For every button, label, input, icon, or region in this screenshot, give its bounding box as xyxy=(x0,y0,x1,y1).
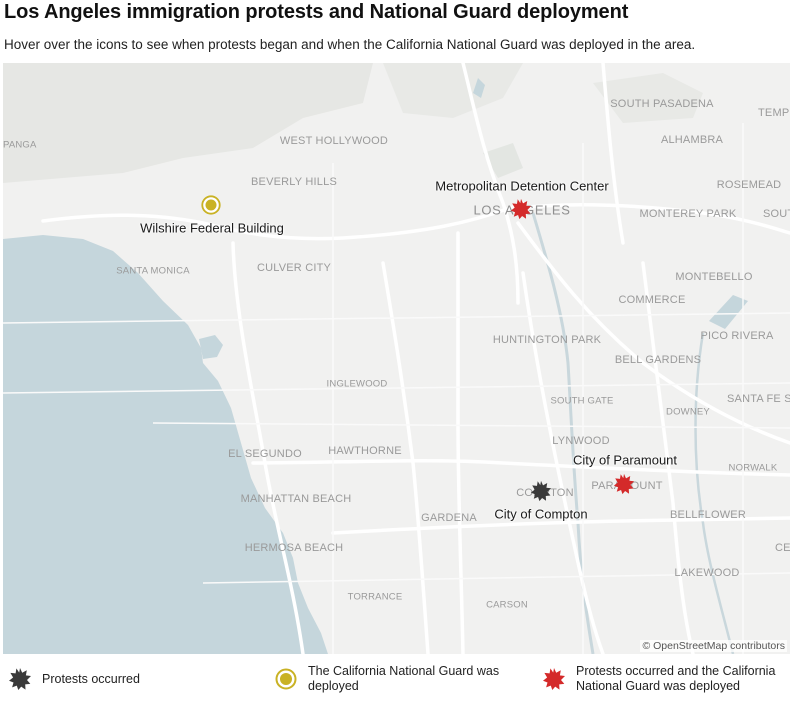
dark-starburst-icon xyxy=(8,667,32,691)
place-topanga: PANGA xyxy=(3,139,37,151)
place-norwalk: NORWALK xyxy=(728,462,778,474)
place-beverly-hills: BEVERLY HILLS xyxy=(251,176,337,188)
place-temple-city: TEMP xyxy=(758,107,790,119)
legend-item-guard: The California National Guard was deploy… xyxy=(274,662,524,696)
place-commerce: COMMERCE xyxy=(618,294,686,306)
legend-label-guard: The California National Guard was deploy… xyxy=(308,664,500,693)
place-downey: DOWNEY xyxy=(666,406,710,418)
map[interactable]: SOUTH PASADENA TEMP WEST HOLLYWOOD ALHAM… xyxy=(3,63,790,654)
place-manhattan-beach: MANHATTAN BEACH xyxy=(240,493,352,505)
place-south-pasadena: SOUTH PASADENA xyxy=(610,98,714,110)
place-huntington-park: HUNTINGTON PARK xyxy=(492,334,602,346)
marker-wilshire-federal-building[interactable] xyxy=(200,194,222,216)
place-bellflower: BELLFLOWER xyxy=(670,509,746,521)
place-el-segundo: EL SEGUNDO xyxy=(228,448,302,460)
place-inglewood: INGLEWOOD xyxy=(326,378,388,390)
place-lynwood: LYNWOOD xyxy=(552,435,610,447)
place-rosemead: ROSEMEAD xyxy=(716,179,782,191)
place-culver-city: CULVER CITY xyxy=(256,262,332,274)
place-hermosa-beach: HERMOSA BEACH xyxy=(244,542,344,554)
place-west-hollywood: WEST HOLLYWOOD xyxy=(279,135,389,147)
place-bell-gardens: BELL GARDENS xyxy=(614,354,702,366)
legend-item-protest: Protests occurred xyxy=(8,662,258,696)
legend-label-both: Protests occurred and the California Nat… xyxy=(576,664,776,693)
place-santa-monica: SANTA MONICA xyxy=(116,265,190,277)
marker-label-mdc: Metropolitan Detention Center xyxy=(435,178,609,194)
yellow-ring-icon xyxy=(274,667,298,691)
legend-item-both: Protests occurred and the California Nat… xyxy=(542,662,787,696)
map-attribution: © OpenStreetMap contributors xyxy=(640,640,787,652)
place-torrance: TORRANCE xyxy=(347,591,403,603)
place-pico-rivera: PICO RIVERA xyxy=(700,330,774,342)
marker-label-wilshire: Wilshire Federal Building xyxy=(140,220,284,236)
page-subtitle: Hover over the icons to see when protest… xyxy=(4,37,696,52)
marker-label-compton: City of Compton xyxy=(494,506,588,522)
place-montebello: MONTEBELLO xyxy=(675,271,753,283)
place-monterey-park: MONTEREY PARK xyxy=(639,208,737,220)
marker-metropolitan-detention-center[interactable] xyxy=(510,198,532,220)
place-santa-fe-springs: SANTA FE S xyxy=(727,393,790,405)
place-south-gate: SOUTH GATE xyxy=(550,395,614,407)
marker-city-of-compton[interactable] xyxy=(530,480,552,502)
place-hawthorne: HAWTHORNE xyxy=(328,445,402,457)
place-south-el-monte: SOUT xyxy=(763,208,790,220)
place-cerritos: CE xyxy=(775,542,790,554)
place-gardena: GARDENA xyxy=(421,512,477,524)
place-carson: CARSON xyxy=(486,599,528,611)
legend-label-protest: Protests occurred xyxy=(42,671,140,686)
place-alhambra: ALHAMBRA xyxy=(660,134,724,146)
map-basemap xyxy=(3,63,790,654)
marker-label-paramount: City of Paramount xyxy=(572,452,678,468)
page-title: Los Angeles immigration protests and Nat… xyxy=(4,1,629,23)
red-starburst-icon xyxy=(542,667,566,691)
marker-city-of-paramount[interactable] xyxy=(613,473,635,495)
place-lakewood: LAKEWOOD xyxy=(674,567,740,579)
